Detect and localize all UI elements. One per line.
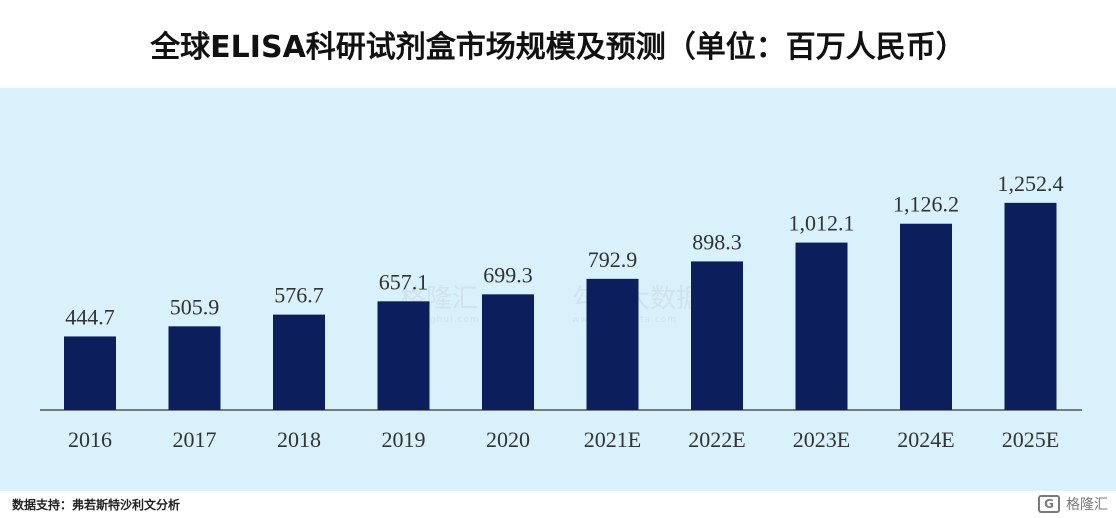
bar-2024E: [900, 223, 952, 410]
value-label-2020: 699.3: [483, 262, 533, 287]
tick-label-2023E: 2023E: [793, 427, 850, 452]
tick-label-2016: 2016: [68, 427, 112, 452]
value-label-2022E: 898.3: [692, 229, 742, 254]
bar-2020: [482, 294, 534, 410]
tick-label-2024E: 2024E: [897, 427, 954, 452]
bar-2016: [64, 336, 116, 410]
value-label-2023E: 1,012.1: [789, 211, 855, 236]
tick-label-2021E: 2021E: [584, 427, 641, 452]
brand-logo-text: 格隆汇: [1066, 497, 1108, 513]
chart-title: 全球ELISA科研试剂盒市场规模及预测（单位：百万人民币）: [0, 0, 1116, 88]
value-label-2017: 505.9: [170, 294, 220, 319]
value-label-2019: 657.1: [379, 269, 429, 294]
value-label-2021E: 792.9: [588, 247, 638, 272]
bar-2017: [168, 326, 221, 410]
value-label-2024E: 1,126.2: [893, 192, 959, 217]
bar-2021E: [586, 278, 639, 410]
bar-2025E: [1004, 202, 1057, 410]
bar-2018: [273, 314, 325, 410]
value-label-2025E: 1,252.4: [998, 171, 1064, 196]
tick-label-2017: 2017: [173, 427, 217, 452]
value-label-2016: 444.7: [65, 304, 115, 329]
tick-label-2022E: 2022E: [688, 427, 745, 452]
tick-label-2025E: 2025E: [1002, 427, 1059, 452]
value-label-2018: 576.7: [274, 283, 324, 308]
tick-label-2019: 2019: [382, 427, 426, 452]
tick-label-2018: 2018: [277, 427, 321, 452]
tick-label-2020: 2020: [486, 427, 530, 452]
bar-2023E: [795, 242, 848, 410]
bar-2019: [377, 301, 430, 410]
footer: [0, 491, 1116, 518]
brand-logo: G 格隆汇: [1038, 494, 1108, 514]
bar-2022E: [691, 261, 743, 410]
gelonghui-logo-icon: G: [1038, 495, 1060, 513]
source-note: 数据支持：弗若斯特沙利文分析: [12, 498, 181, 512]
